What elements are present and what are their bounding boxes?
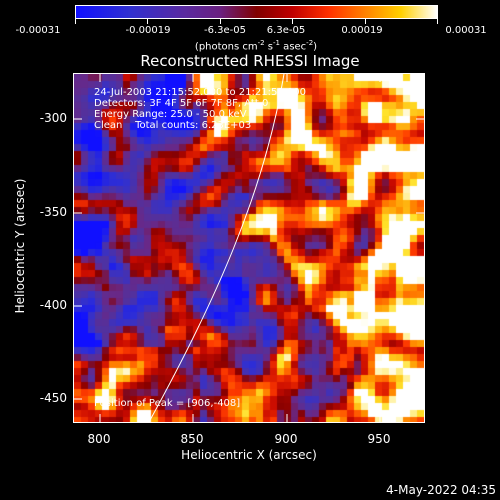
- plot-overlay: [74, 74, 424, 422]
- units-text: (photons cm: [194, 41, 258, 53]
- y-tick-label: -400: [39, 298, 67, 312]
- x-tick-label: 950: [367, 432, 391, 446]
- y-tick-label: -350: [39, 205, 67, 219]
- energy-range: Energy Range: 25.0 - 50.0 keV: [94, 109, 247, 120]
- colorbar-tick-label: 0.00019: [341, 25, 383, 36]
- x-axis-label: Heliocentric X (arcsec): [181, 448, 317, 462]
- y-axis-label: Heliocentric Y (arcsec): [13, 178, 27, 314]
- x-tick-label: 900: [274, 432, 298, 446]
- colorbar-tick: [147, 19, 148, 24]
- colorbar-tick: [437, 19, 438, 24]
- units-exponent: -2: [306, 39, 314, 47]
- image-plot-area: 24-Jul-2003 21:15:52.000 to 21:21:52.000…: [73, 73, 425, 423]
- colorbar-tick: [220, 19, 221, 24]
- observation-info: 24-Jul-2003 21:15:52.000 to 21:21:52.000…: [94, 87, 306, 131]
- units-exponent: -2: [257, 39, 265, 47]
- colorbar-tick: [365, 19, 366, 24]
- time-range: 24-Jul-2003 21:15:52.000 to 21:21:52.000: [94, 87, 306, 98]
- colorbar-tick-label: -0.00019: [125, 25, 171, 36]
- axis-tickmarks: [74, 74, 424, 422]
- solar-limb-curve: [148, 74, 285, 422]
- x-tick-label: 800: [87, 432, 111, 446]
- colorbar-tick-label: -0.00031: [15, 25, 61, 36]
- colorbar: [75, 5, 438, 19]
- x-tick-label: 850: [180, 432, 204, 446]
- rhessi-heatmap: [74, 74, 424, 422]
- colorbar-tick-label: -6.3e-05: [204, 25, 246, 36]
- plot-title: Reconstructed RHESSI Image: [140, 52, 360, 70]
- colorbar-tick-label: 6.3e-05: [266, 25, 306, 36]
- y-tick-label: -450: [39, 391, 67, 405]
- clean-total-counts: Clean Total counts: 6.23E+03: [94, 120, 252, 131]
- y-tick-label: -300: [39, 111, 67, 125]
- detectors-info: Detectors: 3F 4F 5F 6F 7F 8F, Att 0: [94, 98, 269, 109]
- peak-position: Position of Peak = [906,-408]: [94, 398, 241, 409]
- units-exponent: -1: [273, 39, 281, 47]
- colorbar-tick: [292, 19, 293, 24]
- units-text: s: [264, 41, 274, 53]
- units-text: asec: [280, 41, 307, 53]
- colorbar-tick-label: 0.00031: [445, 25, 487, 36]
- units-text: ): [313, 41, 318, 53]
- colorbar-tick: [75, 19, 76, 24]
- plot-timestamp: 4-May-2022 04:35: [386, 483, 496, 497]
- colorbar-units: (photons cm-2 s-1 asec-2): [195, 39, 317, 52]
